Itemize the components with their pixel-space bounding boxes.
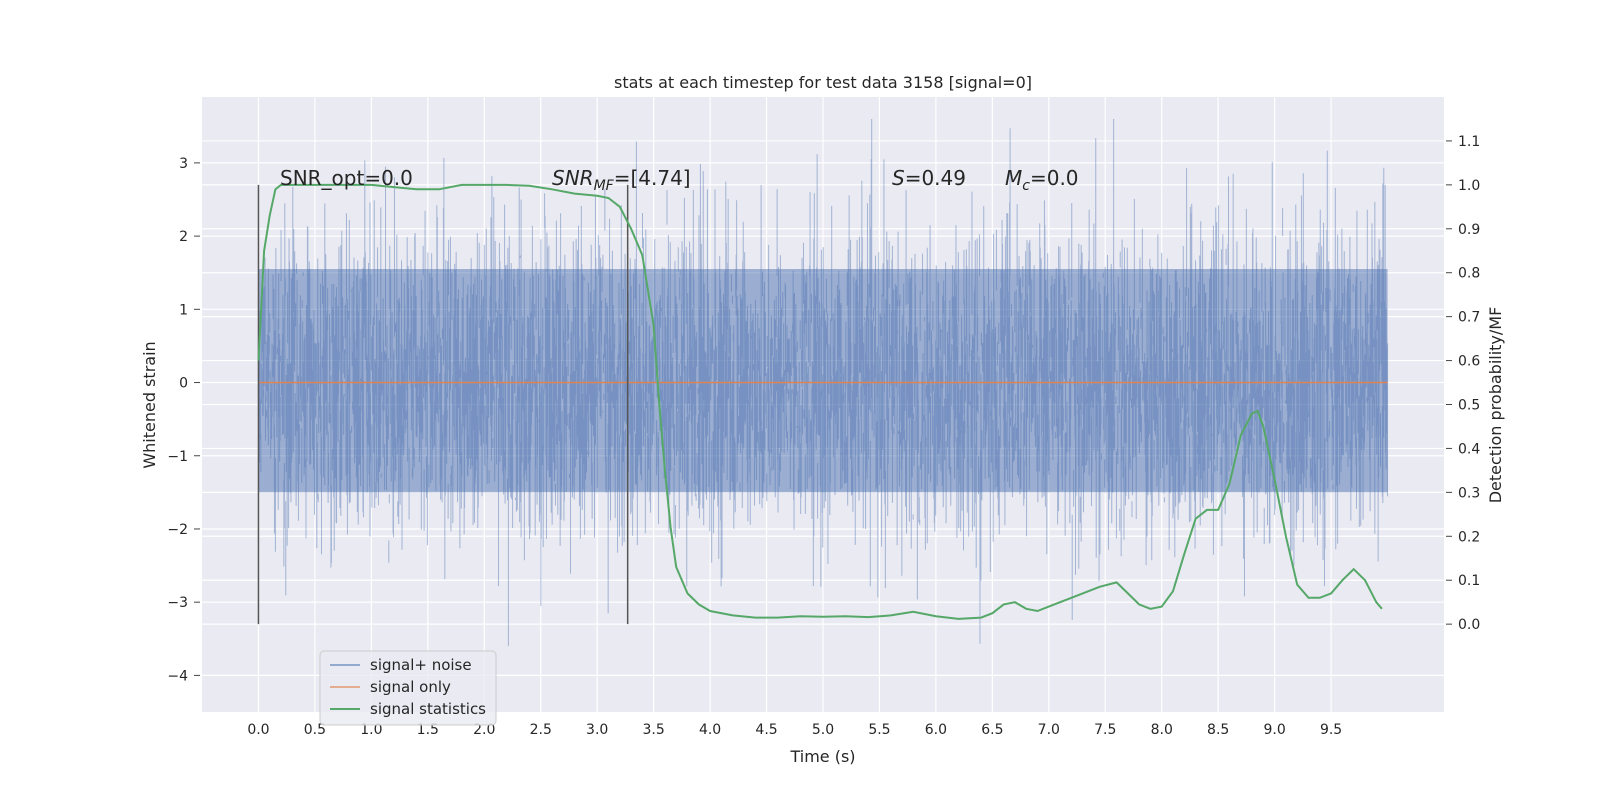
noise-dense-band <box>258 269 1388 493</box>
x-tick-label: 5.0 <box>812 722 834 738</box>
marker-lines <box>257 184 629 625</box>
y-axis-label: Whitened strain <box>140 341 159 468</box>
x-tick-label: 5.5 <box>868 722 890 738</box>
right-y-tick-label: 0.2 <box>1458 529 1480 545</box>
legend: signal+ noise signal only signal statist… <box>319 650 497 726</box>
y-tick-label: 1 <box>179 302 188 318</box>
x-tick-label: 8.5 <box>1207 722 1229 738</box>
x-tick-label: 6.5 <box>981 722 1003 738</box>
annotation-snr-mf: SNRMF=[4.74] <box>552 166 691 194</box>
y-tick-label: −4 <box>167 668 188 684</box>
right-y-tick-label: 0.5 <box>1458 398 1480 414</box>
y-tick-label: 0 <box>179 376 188 392</box>
x-tick-label: 9.0 <box>1264 722 1286 738</box>
y-tick-labels: 3 2 1 0 −1 −2 −3 −4 <box>167 156 200 684</box>
right-y-tick-label: 0.7 <box>1458 310 1480 326</box>
right-y-tick-label: 0.6 <box>1458 354 1480 370</box>
y-tick-label: 2 <box>179 229 188 245</box>
right-y-tick-label: 0.8 <box>1458 266 1480 282</box>
annotation-s: S=0.49 <box>892 166 966 190</box>
right-y-axis-label: Detection probability/MF <box>1486 307 1505 504</box>
y-tick-label: 3 <box>179 156 188 172</box>
x-tick-label: 4.0 <box>699 722 721 738</box>
x-axis-label: Time (s) <box>789 747 855 766</box>
signal-noise-series <box>257 119 1389 647</box>
legend-label-noise: signal+ noise <box>370 656 472 674</box>
chart-title: stats at each timestep for test data 315… <box>614 73 1032 92</box>
right-y-tick-label: 1.0 <box>1458 178 1480 194</box>
right-y-tick-label: 0.1 <box>1458 573 1480 589</box>
x-tick-label: 2.5 <box>530 722 552 738</box>
annotation-mc: Mc=0.0 <box>1005 166 1079 194</box>
x-tick-label: 4.5 <box>755 722 777 738</box>
x-tick-labels: 0.0 0.5 1.0 1.5 2.0 2.5 3.0 3.5 4.0 4.5 5.0 5.5 6.0 6… <box>247 722 1342 738</box>
x-tick-label: 3.0 <box>586 722 608 738</box>
right-y-tick-label: 0.4 <box>1458 441 1480 457</box>
signal-statistics-line <box>257 183 1383 620</box>
x-tick-label: 7.5 <box>1094 722 1116 738</box>
x-tick-label: 1.5 <box>417 722 439 738</box>
y-tick-label: −1 <box>167 449 188 465</box>
right-y-tick-label: 1.1 <box>1458 134 1480 150</box>
y-tick-label: −2 <box>167 522 188 538</box>
right-y-tick-labels: 1.1 1.0 0.9 0.8 0.7 0.6 0.5 0.4 0.3 0.2 0.1 0.0 <box>1446 134 1480 633</box>
x-tick-label: 7.0 <box>1038 722 1060 738</box>
right-y-tick-label: 0.9 <box>1458 222 1480 238</box>
x-tick-label: 2.0 <box>473 722 495 738</box>
x-tick-label: 0.5 <box>304 722 326 738</box>
x-tick-label: 6.0 <box>925 722 947 738</box>
legend-box <box>319 650 497 726</box>
x-tick-label: 9.5 <box>1320 722 1342 738</box>
x-tick-label: 0.0 <box>247 722 269 738</box>
right-y-tick-label: 0.0 <box>1458 617 1480 633</box>
x-tick-label: 3.5 <box>643 722 665 738</box>
y-tick-label: −3 <box>167 595 188 611</box>
legend-label-signal: signal only <box>370 678 451 696</box>
right-y-tick-label: 0.3 <box>1458 485 1480 501</box>
x-tick-label: 1.0 <box>360 722 382 738</box>
x-tick-label: 8.0 <box>1151 722 1173 738</box>
annotation-snr-opt: SNR_opt=0.0 <box>280 166 413 190</box>
legend-label-stats: signal statistics <box>370 700 486 718</box>
